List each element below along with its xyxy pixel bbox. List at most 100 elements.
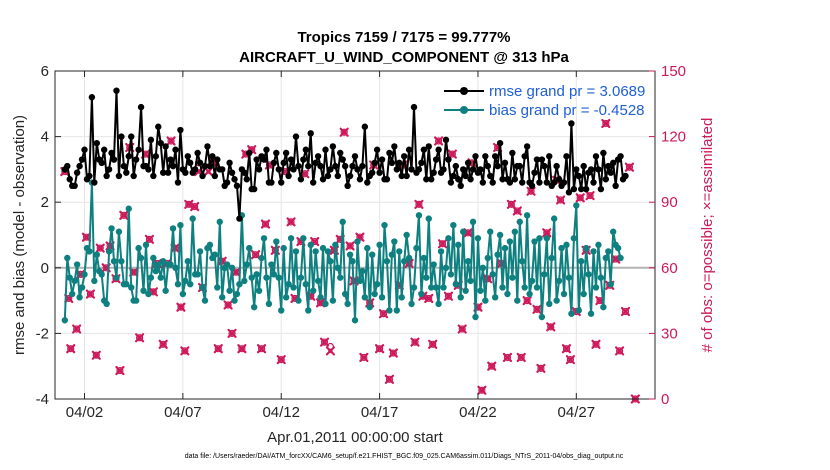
obs-assimilated-center — [288, 219, 294, 225]
rmse-point — [64, 162, 71, 170]
obs-possible-marker — [448, 150, 456, 158]
rmse-point — [86, 172, 93, 180]
obs-assimilated-center — [519, 355, 524, 360]
bias-point — [189, 215, 196, 222]
x-tick-label: 04/22 — [459, 404, 497, 421]
obs-assimilated-center — [538, 366, 544, 371]
rmse-point — [506, 179, 514, 186]
bias-point — [506, 238, 514, 245]
y-left-tick-label: 4 — [41, 129, 49, 146]
rmse-point — [204, 143, 211, 150]
rmse-point — [137, 103, 145, 111]
rmse-point — [398, 172, 405, 180]
bias-point — [484, 254, 491, 262]
bias-point — [324, 248, 332, 255]
bias-point — [609, 228, 617, 235]
rmse-point — [550, 179, 558, 186]
obs-assimilated-center — [548, 324, 553, 330]
obs-assimilated-center — [597, 298, 603, 303]
rmse-point — [469, 166, 477, 173]
bias-point — [568, 310, 575, 317]
bias-point — [388, 251, 396, 258]
bias-point — [548, 254, 555, 262]
bias-point — [314, 277, 322, 285]
bias-point — [477, 287, 484, 294]
bias-point — [558, 244, 565, 252]
obs-assimilated-center — [564, 346, 569, 351]
obs-assimilated-center — [68, 346, 73, 351]
obs-assimilated-center — [186, 202, 191, 207]
rmse-point — [300, 156, 307, 163]
bias-point — [403, 231, 410, 239]
bias-point — [349, 258, 356, 265]
bias-point — [236, 281, 243, 288]
bias-point — [255, 287, 263, 294]
bias-point — [467, 277, 474, 285]
rmse-point — [622, 172, 629, 180]
rmse-point — [354, 166, 361, 173]
rmse-point — [349, 162, 356, 170]
obs-assimilated-center — [117, 368, 123, 373]
rmse-point — [578, 185, 585, 193]
rmse-point — [339, 156, 346, 163]
rmse-point — [359, 162, 366, 170]
bias-point — [93, 251, 101, 258]
bias-point — [309, 287, 317, 294]
rmse-point — [130, 172, 137, 180]
rmse-point — [568, 120, 575, 127]
obs-possible-marker — [556, 196, 565, 204]
bias-point — [386, 307, 393, 314]
rmse-point — [100, 146, 108, 153]
bias-point — [578, 258, 585, 265]
rmse-point — [81, 146, 88, 153]
rmse-point — [511, 176, 519, 183]
obs-assimilated-center — [524, 298, 530, 303]
obs-possible-marker — [444, 292, 453, 300]
y-right-tick-label: 0 — [661, 391, 669, 408]
obs-assimilated-center — [509, 202, 514, 207]
rmse-point — [555, 176, 563, 183]
bias-point — [211, 251, 219, 258]
obs-possible-marker — [159, 340, 167, 348]
bias-point — [511, 228, 519, 235]
obs-assimilated-center — [263, 221, 268, 227]
obs-assimilated-center — [233, 269, 239, 275]
rmse-point — [484, 162, 491, 170]
rmse-point — [590, 179, 597, 186]
rmse-point — [66, 176, 73, 183]
rmse-point — [472, 153, 479, 160]
rmse-point — [285, 172, 292, 180]
rmse-point — [597, 185, 605, 193]
obs-assimilated-center — [131, 269, 136, 275]
bias-point — [391, 238, 398, 245]
obs-assimilated-center — [568, 357, 573, 362]
bias-point — [405, 254, 413, 262]
bias-point — [280, 244, 287, 252]
obs-assimilated-center — [479, 388, 485, 393]
bias-point — [418, 290, 425, 298]
rmse-point — [174, 179, 182, 186]
rmse-point — [378, 156, 386, 163]
rmse-point — [523, 143, 531, 150]
obs-assimilated-center — [121, 213, 127, 218]
obs-possible-marker — [435, 137, 443, 145]
obs-assimilated-center — [229, 331, 235, 336]
bias-point — [570, 235, 578, 242]
bias-point — [425, 215, 432, 222]
rmse-point — [91, 179, 98, 186]
y-left-tick-label: 2 — [41, 194, 49, 211]
bias-point — [216, 218, 223, 226]
bias-point — [241, 277, 248, 285]
bias-point — [167, 261, 174, 268]
y-right-tick-label: 150 — [661, 63, 686, 80]
obs-assimilated-center — [361, 355, 367, 360]
rmse-point — [408, 166, 415, 173]
rmse-point — [172, 146, 179, 153]
bias-point — [582, 244, 590, 252]
bias-point — [531, 238, 538, 245]
y-right-tick-label: 120 — [661, 129, 686, 146]
bias-point — [408, 300, 415, 308]
bias-point — [287, 235, 295, 242]
rmse-point — [536, 179, 543, 186]
rmse-point — [356, 176, 364, 183]
